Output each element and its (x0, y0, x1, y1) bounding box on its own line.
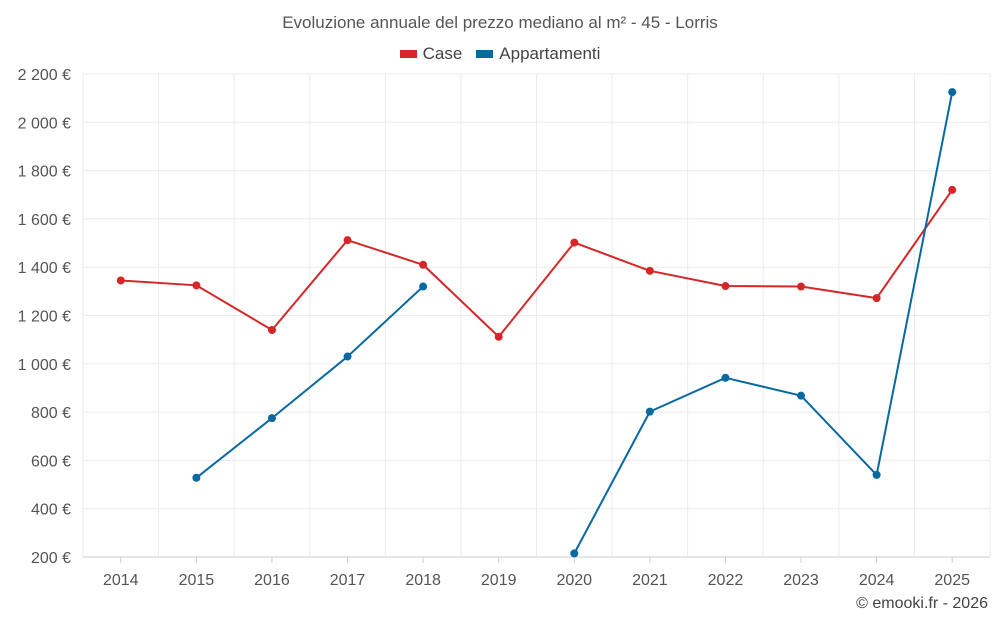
y-tick-label: 1 400 € (18, 260, 71, 277)
legend: Case Appartamenti (0, 44, 1000, 64)
x-tick-label: 2018 (405, 572, 441, 589)
series-line-appartamenti (573, 91, 954, 554)
data-point-case[interactable] (570, 238, 579, 247)
x-tick-label: 2021 (632, 572, 668, 589)
data-point-case[interactable] (116, 276, 125, 285)
y-tick-label: 1 200 € (18, 309, 71, 326)
data-point-case[interactable] (267, 325, 276, 334)
data-point-case[interactable] (872, 294, 881, 303)
legend-item-appartamenti[interactable]: Appartamenti (476, 44, 600, 64)
data-point-appartamenti[interactable] (343, 352, 352, 361)
legend-label-case: Case (422, 44, 463, 63)
data-point-appartamenti[interactable] (872, 470, 881, 479)
x-tick-label: 2022 (708, 572, 744, 589)
data-point-case[interactable] (192, 281, 201, 290)
x-tick-label: 2023 (783, 572, 819, 589)
y-tick-label: 1 600 € (18, 212, 71, 229)
x-tick-label: 2017 (330, 572, 366, 589)
series-line-case (120, 189, 954, 338)
data-point-appartamenti[interactable] (948, 88, 957, 97)
legend-label-appartamenti: Appartamenti (499, 44, 601, 63)
legend-swatch-appartamenti (476, 50, 494, 58)
y-tick-label: 2 200 € (18, 67, 71, 84)
y-tick-label: 1 800 € (18, 164, 71, 181)
data-point-appartamenti[interactable] (192, 473, 201, 482)
data-point-appartamenti[interactable] (570, 549, 579, 558)
data-point-appartamenti[interactable] (721, 373, 730, 382)
x-tick-label: 2020 (556, 572, 592, 589)
data-point-case[interactable] (797, 282, 806, 291)
data-point-case[interactable] (948, 185, 957, 194)
data-point-appartamenti[interactable] (645, 407, 654, 416)
data-point-case[interactable] (494, 332, 503, 341)
series-line-appartamenti (195, 285, 424, 479)
y-tick-label: 2 000 € (18, 115, 71, 132)
y-tick-label: 400 € (31, 502, 71, 519)
x-tick-label: 2019 (481, 572, 517, 589)
x-tick-label: 2024 (859, 572, 895, 589)
data-point-case[interactable] (419, 260, 428, 269)
data-point-case[interactable] (645, 266, 654, 275)
data-point-appartamenti[interactable] (797, 391, 806, 400)
data-point-appartamenti[interactable] (419, 282, 428, 291)
legend-swatch-case (399, 50, 417, 58)
x-tick-label: 2016 (254, 572, 290, 589)
y-tick-label: 1 000 € (18, 357, 71, 374)
y-tick-label: 600 € (31, 453, 71, 470)
data-point-appartamenti[interactable] (267, 414, 276, 423)
legend-item-case[interactable]: Case (399, 44, 463, 64)
data-point-case[interactable] (721, 282, 730, 291)
y-tick-label: 200 € (31, 550, 71, 567)
chart-title: Evoluzione annuale del prezzo mediano al… (282, 13, 718, 32)
data-point-case[interactable] (343, 236, 352, 245)
x-tick-label: 2025 (934, 572, 970, 589)
copyright-footer: © emooki.fr - 2026 (856, 595, 988, 612)
y-tick-label: 800 € (31, 405, 71, 422)
x-tick-label: 2015 (179, 572, 215, 589)
x-tick-label: 2014 (103, 572, 139, 589)
